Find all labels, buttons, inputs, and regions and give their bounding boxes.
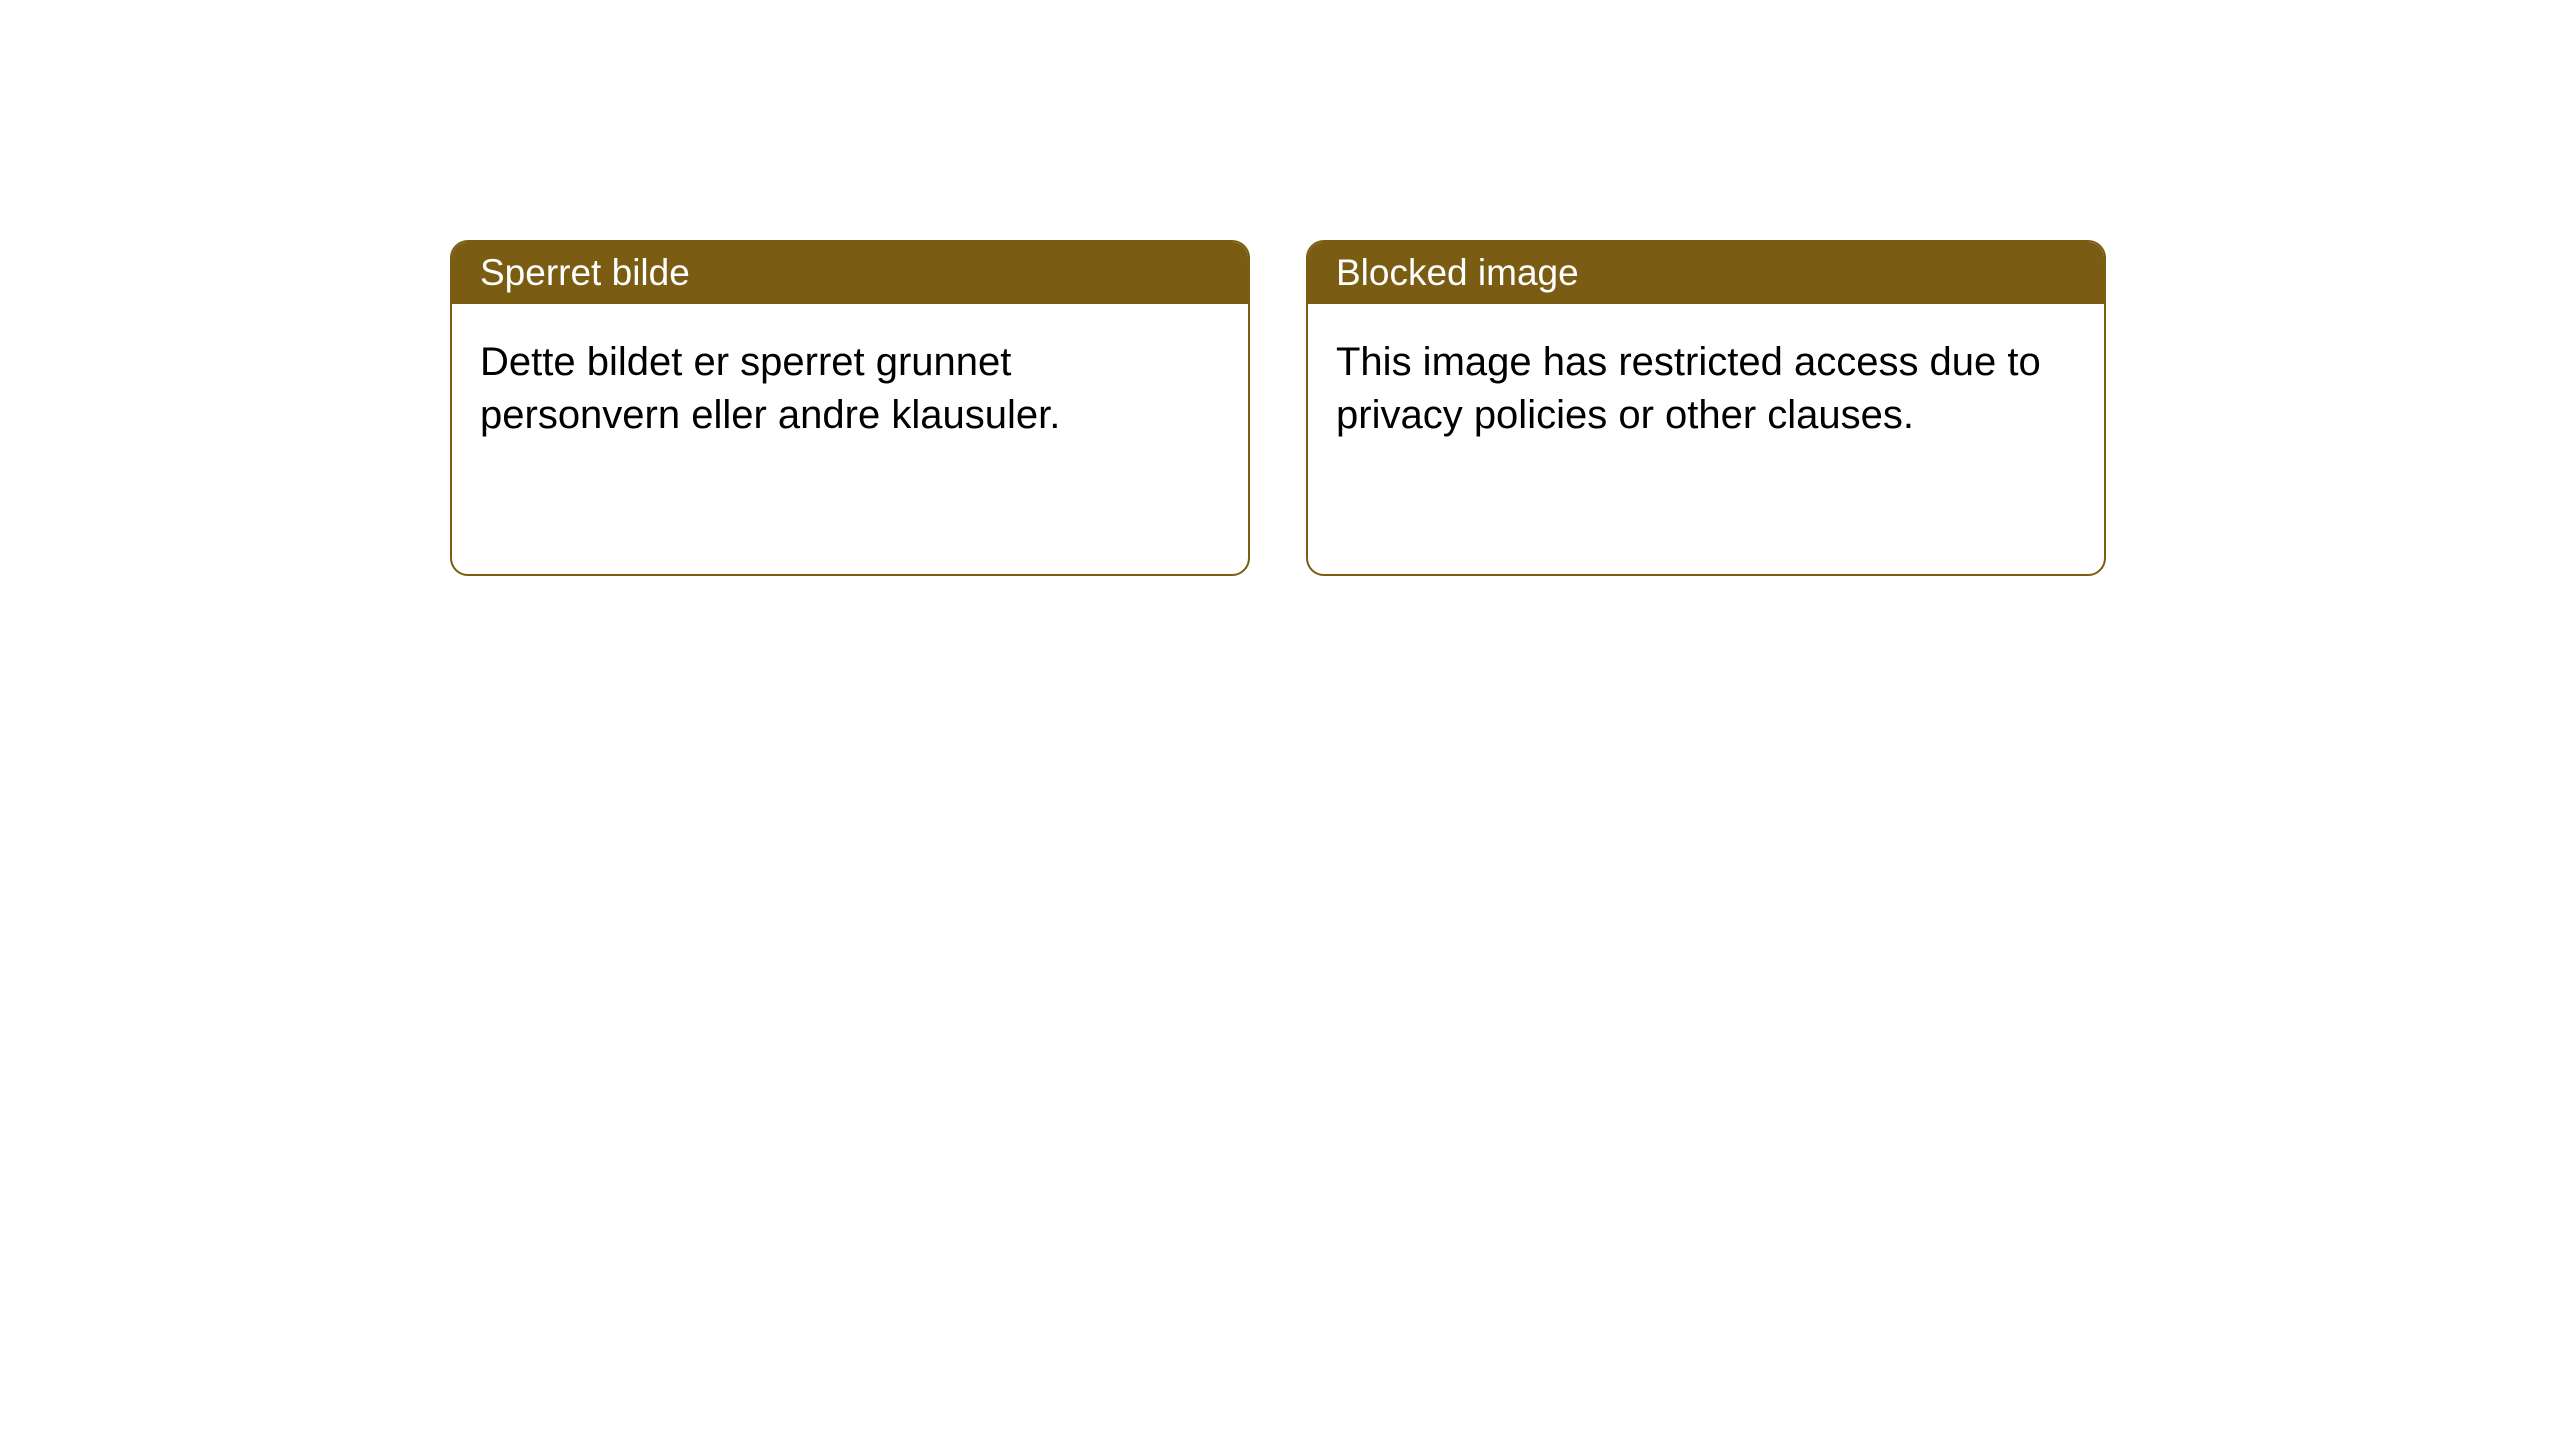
notice-body-english: This image has restricted access due to … bbox=[1308, 304, 2104, 474]
notice-container: Sperret bilde Dette bildet er sperret gr… bbox=[0, 0, 2560, 576]
notice-title-norwegian: Sperret bilde bbox=[480, 252, 690, 293]
notice-body-norwegian: Dette bildet er sperret grunnet personve… bbox=[452, 304, 1248, 474]
notice-header-english: Blocked image bbox=[1308, 242, 2104, 304]
notice-text-english: This image has restricted access due to … bbox=[1336, 340, 2041, 437]
notice-text-norwegian: Dette bildet er sperret grunnet personve… bbox=[480, 340, 1060, 437]
notice-card-norwegian: Sperret bilde Dette bildet er sperret gr… bbox=[450, 240, 1250, 576]
notice-card-english: Blocked image This image has restricted … bbox=[1306, 240, 2106, 576]
notice-title-english: Blocked image bbox=[1336, 252, 1579, 293]
notice-header-norwegian: Sperret bilde bbox=[452, 242, 1248, 304]
